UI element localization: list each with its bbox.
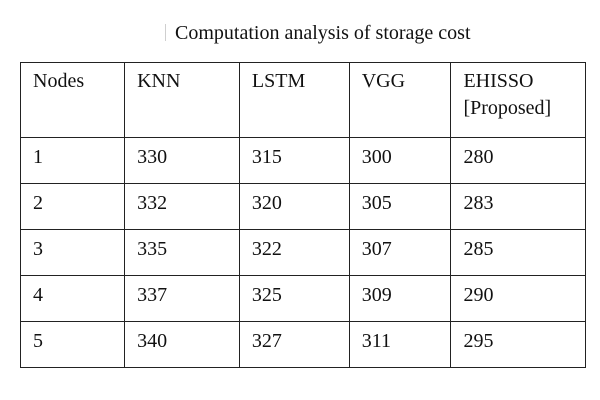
header-nodes-label: Nodes — [33, 70, 85, 92]
cell-ehisso: 285 — [450, 229, 586, 276]
cell-knn: 330 — [124, 137, 240, 184]
cell-nodes: 3 — [19, 229, 126, 276]
cell-lstm: 320 — [238, 183, 350, 230]
table-row: 5 340 327 311 295 — [19, 321, 586, 368]
header-ehisso-label: EHISSO — [463, 70, 534, 92]
cell-lstm: 327 — [238, 321, 350, 368]
cell-nodes: 2 — [19, 183, 126, 230]
table-title: Computation analysis of storage cost — [175, 22, 471, 44]
cell-ehisso: 295 — [450, 321, 586, 368]
header-lstm: LSTM — [238, 62, 350, 138]
cell-lstm: 322 — [238, 229, 350, 276]
cell-knn: 332 — [124, 183, 240, 230]
cell-lstm: 325 — [238, 275, 350, 322]
header-nodes: Nodes — [19, 62, 126, 138]
table-row: 3 335 322 307 285 — [19, 229, 586, 276]
cell-ehisso: 283 — [450, 183, 586, 230]
header-vgg-label: VGG — [361, 70, 406, 92]
text-cursor-mark — [165, 24, 166, 41]
header-knn-label: KNN — [137, 70, 181, 92]
cell-ehisso: 290 — [450, 275, 586, 322]
header-ehisso-sublabel: [Proposed] — [463, 97, 552, 119]
table-row: 1 330 315 300 280 — [19, 137, 586, 184]
header-lstm-label: LSTM — [251, 70, 306, 92]
cell-vgg: 309 — [348, 275, 452, 322]
caption-area: Computation analysis of storage cost — [0, 21, 600, 47]
cell-vgg: 307 — [348, 229, 452, 276]
header-vgg: VGG — [348, 62, 452, 138]
cell-knn: 340 — [124, 321, 240, 368]
cell-nodes: 5 — [19, 321, 126, 368]
cell-nodes: 1 — [19, 137, 126, 184]
cell-nodes: 4 — [19, 275, 126, 322]
header-row: Nodes KNN LSTM VGG EHISSO [Proposed] — [19, 62, 586, 138]
header-ehisso: EHISSO [Proposed] — [450, 62, 586, 138]
cell-lstm: 315 — [238, 137, 350, 184]
cell-vgg: 311 — [348, 321, 452, 368]
table-row: 4 337 325 309 290 — [19, 275, 586, 322]
cell-ehisso: 280 — [450, 137, 586, 184]
cell-knn: 337 — [124, 275, 240, 322]
header-knn: KNN — [124, 62, 240, 138]
storage-cost-table: Nodes KNN LSTM VGG EHISSO [Proposed] 1 3… — [19, 62, 586, 368]
cell-vgg: 300 — [348, 137, 452, 184]
cell-knn: 335 — [124, 229, 240, 276]
table-row: 2 332 320 305 283 — [19, 183, 586, 230]
cell-vgg: 305 — [348, 183, 452, 230]
